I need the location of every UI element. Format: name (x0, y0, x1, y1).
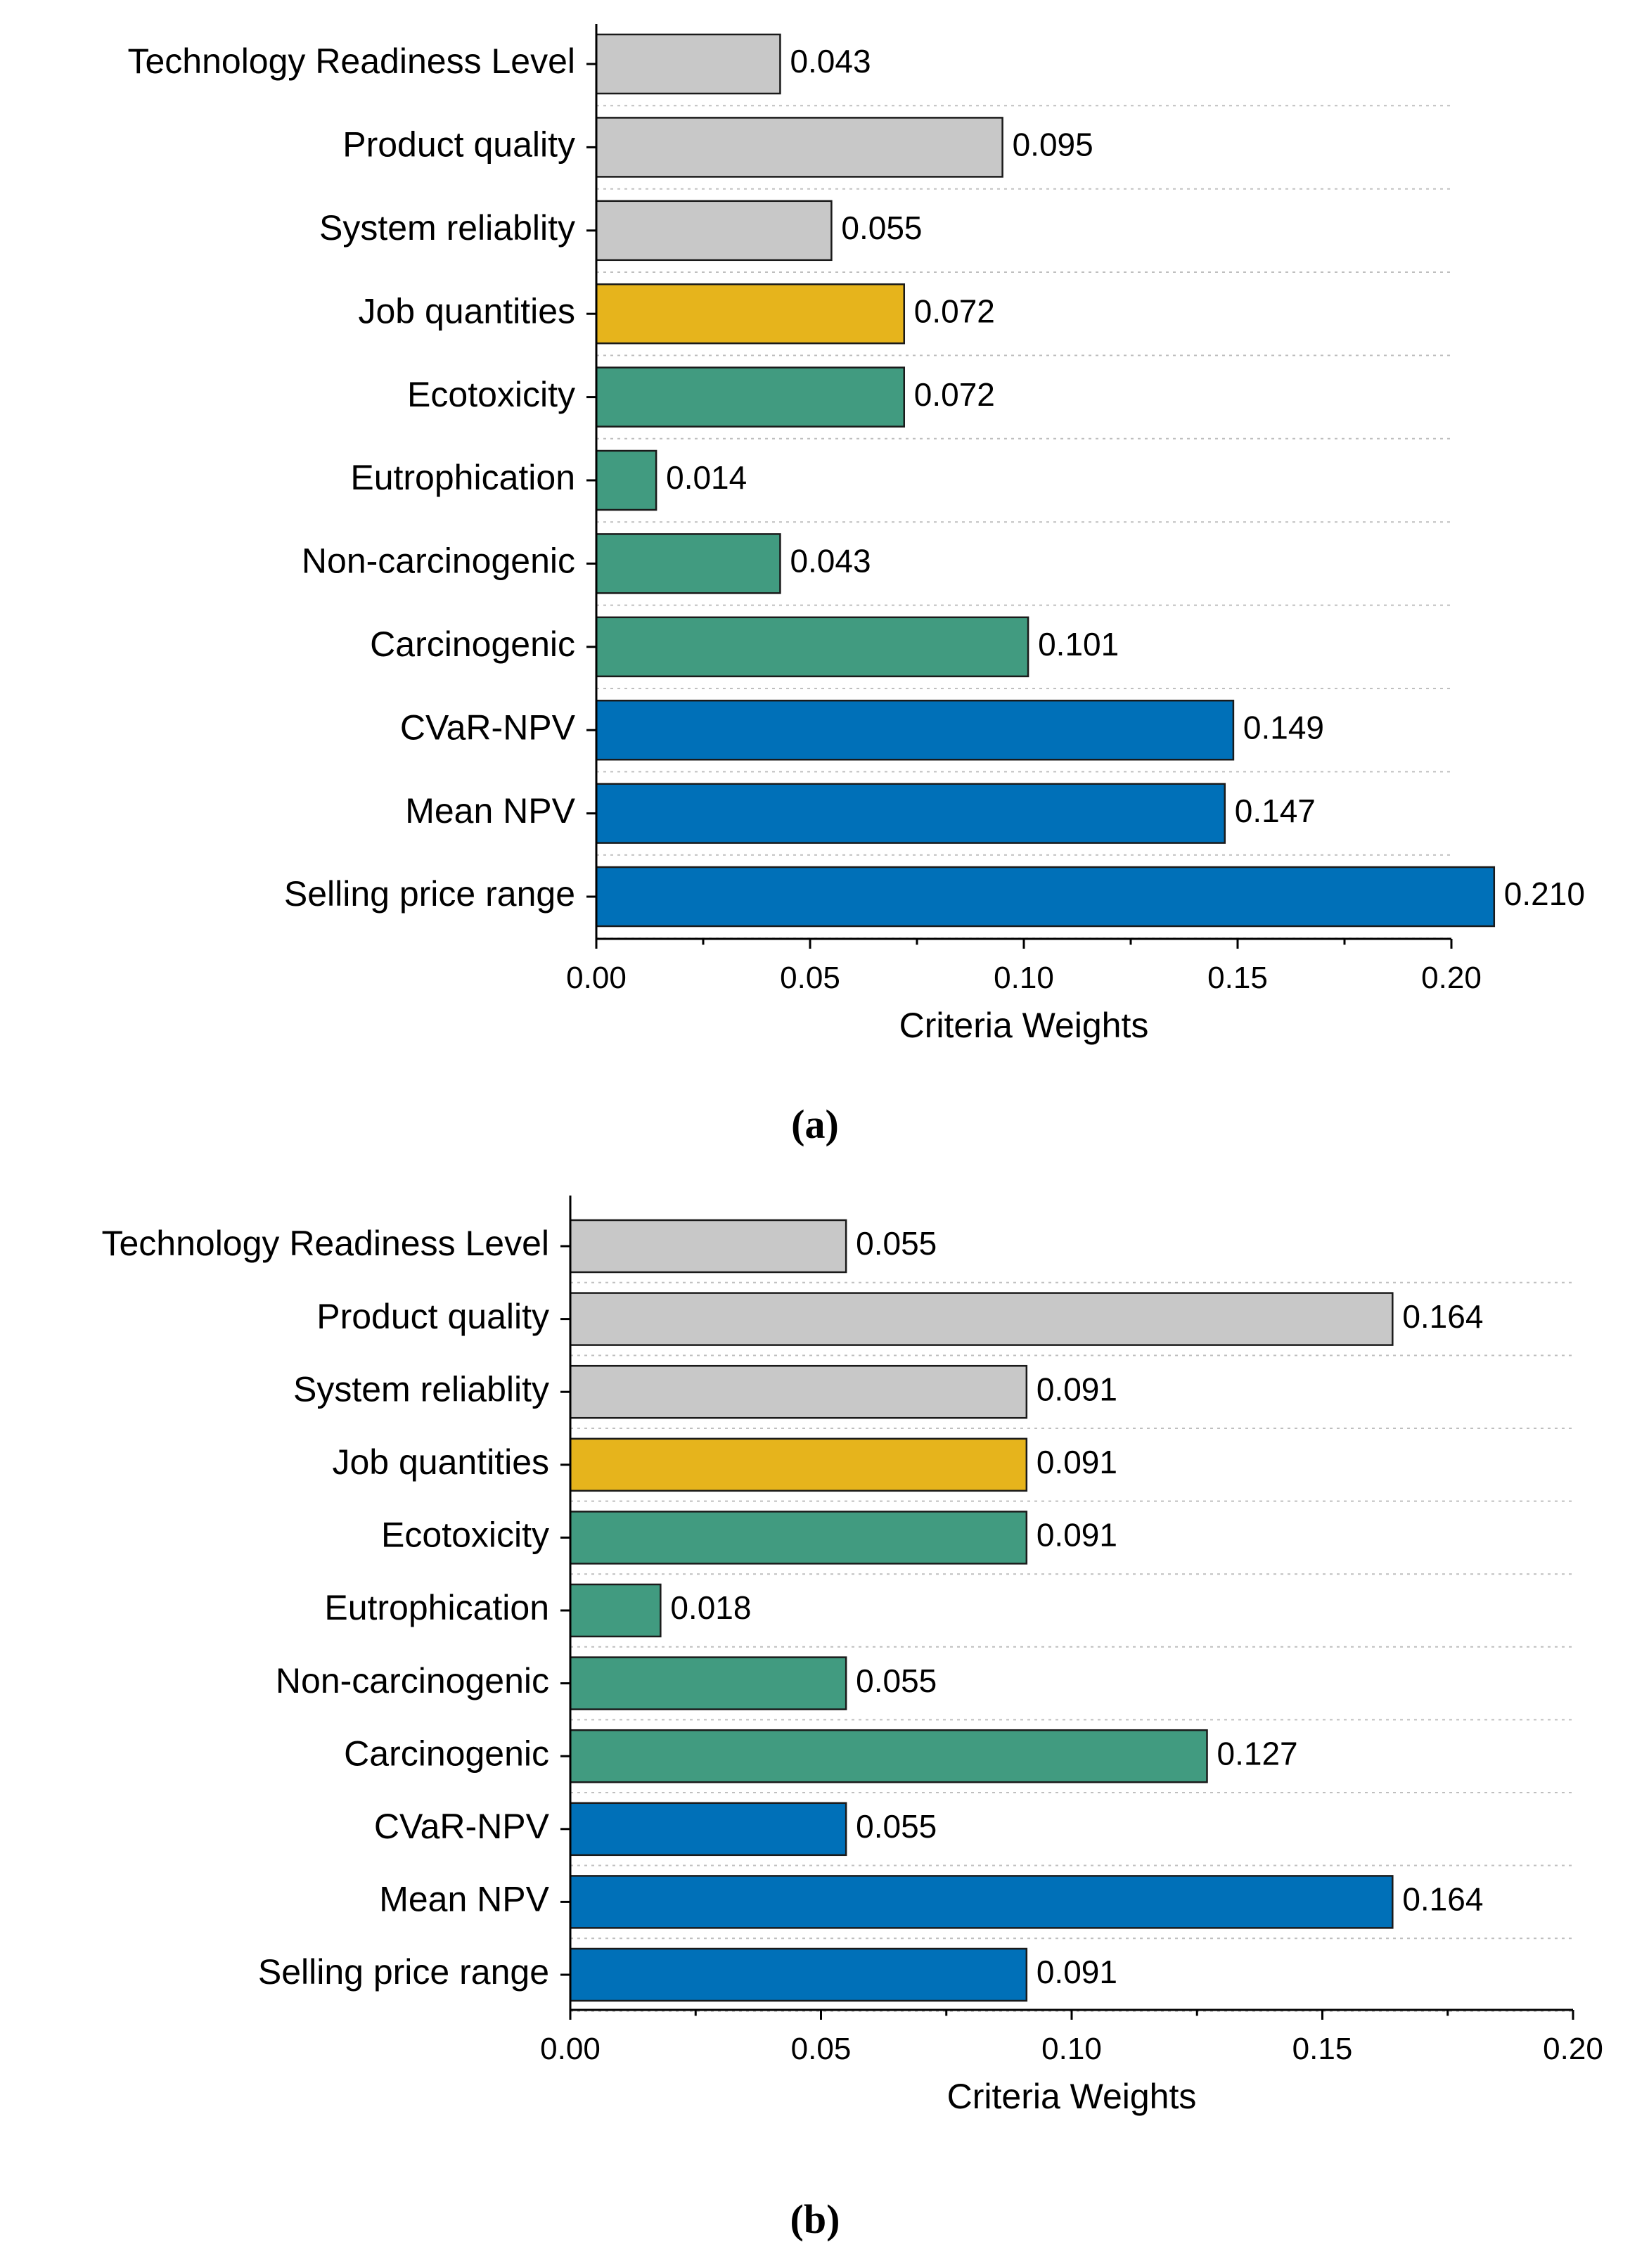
panel-label: (a) (791, 1101, 839, 1147)
category-label: Non-carcinogenic (276, 1661, 549, 1700)
category-label: Ecotoxicity (381, 1516, 549, 1555)
category-label: Technology Readiness Level (127, 41, 575, 81)
category-label: CVaR-NPV (400, 707, 576, 747)
value-label: 0.055 (856, 1808, 937, 1845)
category-label: Job quantities (332, 1442, 549, 1482)
category-label: Ecotoxicity (407, 375, 575, 414)
bar-environmental (595, 616, 1029, 678)
bar-technical (569, 1364, 1028, 1419)
value-label: 0.055 (856, 1662, 937, 1699)
x-tick-label: 0.15 (1207, 961, 1268, 995)
bar-economic (569, 1947, 1028, 2002)
category-label: Carcinogenic (370, 624, 575, 664)
x-tick-label: 0.05 (780, 961, 840, 995)
value-label: 0.055 (856, 1225, 937, 1262)
x-tick-label: 0.00 (566, 961, 627, 995)
value-label: 0.147 (1235, 793, 1316, 829)
bar-environmental (595, 533, 781, 594)
panel-b-chart: 0.055 Technology Readiness Level 0.164 Prod… (101, 1196, 1603, 2242)
value-label: 0.014 (666, 459, 747, 496)
x-axis-title: Criteria Weights (899, 1006, 1149, 1045)
value-label: 0.018 (670, 1589, 751, 1626)
category-label: Mean NPV (405, 791, 575, 831)
value-label: 0.072 (914, 376, 995, 413)
bar-technical (595, 200, 833, 262)
category-label: Product quality (342, 125, 575, 165)
bar-economic (595, 866, 1496, 928)
value-label: 0.095 (1013, 127, 1093, 163)
x-tick-label: 0.20 (1421, 961, 1482, 995)
category-label: Selling price range (258, 1952, 549, 1992)
category-label: System reliablity (293, 1369, 549, 1409)
category-label: Job quantities (358, 291, 575, 331)
value-label: 0.043 (790, 43, 871, 79)
x-tick-label: 0.10 (1041, 2032, 1102, 2066)
bar-social (595, 283, 906, 345)
bar-economic (595, 699, 1235, 761)
bar-economic (569, 1875, 1394, 1929)
category-label: Selling price range (284, 874, 575, 914)
category-label: System reliablity (319, 208, 575, 248)
value-label: 0.091 (1037, 1444, 1117, 1480)
bar-technical (595, 33, 781, 95)
x-tick-label: 0.05 (791, 2032, 852, 2066)
value-label: 0.210 (1504, 876, 1585, 912)
bar-technical (569, 1219, 847, 1274)
bar-economic (595, 783, 1226, 844)
category-label: Mean NPV (379, 1880, 549, 1919)
value-label: 0.091 (1037, 1517, 1117, 1553)
x-tick-label: 0.15 (1292, 2032, 1353, 2066)
bar-environmental (595, 366, 906, 428)
category-label: Product quality (316, 1297, 549, 1336)
bar-environmental (569, 1583, 662, 1638)
category-label: Non-carcinogenic (302, 542, 575, 581)
value-label: 0.043 (790, 543, 871, 579)
value-label: 0.101 (1038, 626, 1119, 662)
value-label: 0.072 (914, 293, 995, 329)
category-label: Carcinogenic (344, 1734, 549, 1773)
bar-social (569, 1437, 1028, 1492)
value-label: 0.164 (1402, 1298, 1483, 1335)
panel-a-chart: 0.043 Technology Readiness Level 0.095 Prod… (127, 24, 1585, 1147)
value-label: 0.127 (1217, 1735, 1298, 1772)
x-tick-label: 0.20 (1543, 2032, 1603, 2066)
panel-label: (b) (790, 2196, 840, 2242)
bar-technical (569, 1292, 1394, 1346)
bar-economic (569, 1802, 847, 1857)
bar-environmental (569, 1511, 1028, 1565)
category-label: Eutrophication (350, 458, 575, 497)
category-label: Technology Readiness Level (101, 1224, 549, 1263)
bar-environmental (569, 1729, 1208, 1783)
category-label: CVaR-NPV (374, 1807, 550, 1846)
value-label: 0.164 (1402, 1881, 1483, 1918)
x-tick-label: 0.10 (994, 961, 1054, 995)
bar-environmental (595, 449, 657, 511)
value-label: 0.055 (841, 210, 922, 246)
value-label: 0.091 (1037, 1371, 1117, 1407)
bar-technical (595, 117, 1003, 178)
value-label: 0.091 (1037, 1954, 1117, 1990)
x-axis-title: Criteria Weights (947, 2077, 1197, 2116)
value-label: 0.149 (1243, 709, 1324, 745)
category-label: Eutrophication (324, 1588, 549, 1627)
bar-environmental (569, 1656, 847, 1710)
x-tick-label: 0.00 (540, 2032, 601, 2066)
